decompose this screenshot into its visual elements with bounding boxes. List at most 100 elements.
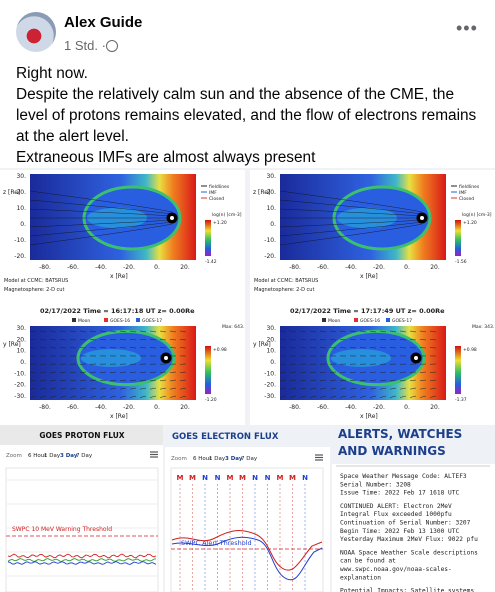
colorbar-max: +0.98 [463, 347, 477, 353]
flow-arrow [299, 339, 307, 341]
flux-line [7, 553, 157, 559]
zoom-button[interactable]: 1 Day [209, 456, 226, 462]
legend-label: fieldlines [209, 184, 230, 190]
flow-arrow [169, 339, 177, 341]
y-tick-label: -10. [264, 237, 276, 244]
title-band [0, 425, 163, 445]
flow-arrow [369, 379, 377, 382]
flow-arrow [139, 395, 147, 398]
model-label: Model at CCMC: BATSRUS [4, 278, 68, 284]
flow-arrow [129, 387, 137, 390]
threshold-label: SWPC 10 MeV Warning Threshold [12, 526, 112, 533]
x-tick-label: -60. [317, 404, 329, 411]
field-line [279, 199, 423, 215]
x-tick-label: 20. [180, 264, 190, 271]
post-time[interactable]: 1 Std. · [64, 38, 106, 53]
flow-arrow [39, 387, 47, 390]
flow-arrow [99, 379, 107, 382]
zoom-button[interactable]: 3 Day [60, 453, 78, 459]
flow-arrow [129, 339, 137, 341]
event-marker: M [177, 474, 184, 482]
y-tick-label: 30. [266, 325, 276, 332]
colorbar [205, 346, 211, 394]
alert-line: Begin Time: 2022 Feb 13 1300 UTC [340, 528, 459, 535]
more-menu[interactable]: ••• [456, 18, 478, 38]
y-tick-label: 30. [266, 173, 276, 180]
flow-arrow [59, 330, 67, 333]
x-tick-label: -40. [95, 264, 107, 271]
flow-arrow [109, 339, 117, 341]
flow-arrow [179, 387, 187, 390]
colorbar-label: log(n) [cm-3] [462, 212, 492, 218]
colorbar-label: log(n) [cm-3] [212, 212, 242, 218]
paragraph: Despite the relatively calm sun and the … [16, 86, 477, 145]
alert-line: can be found at [340, 558, 396, 565]
flow-arrow [69, 395, 77, 398]
flow-arrow [289, 339, 297, 341]
flow-arrow [419, 330, 427, 333]
y-tick-label: -10. [14, 237, 26, 244]
flow-arrow [429, 387, 437, 390]
y-tick-label: 20. [266, 336, 276, 343]
avatar[interactable] [16, 12, 56, 52]
flux-line [7, 561, 157, 565]
zoom-button[interactable]: 7 Day [241, 456, 258, 462]
event-marker: M [289, 474, 296, 482]
title-band [332, 425, 495, 464]
y-tick-label: 10. [16, 348, 26, 355]
zoom-label: Zoom [6, 453, 22, 459]
y-tick-label: 0. [20, 359, 26, 366]
flow-arrow [89, 339, 97, 341]
flow-arrow [179, 395, 187, 398]
y-tick-label: 30. [16, 173, 26, 180]
flow-arrow [429, 339, 437, 341]
author-name[interactable]: Alex Guide [64, 14, 143, 31]
flow-arrow [369, 387, 377, 390]
flow-arrow [379, 379, 387, 382]
threshold-label: SWPC Alert Threshold [181, 539, 252, 547]
y-tick-label: 20. [16, 189, 26, 196]
flow-arrow [329, 387, 337, 390]
legend-label: GOES-17 [392, 318, 412, 324]
y-tick-label: -10. [264, 370, 276, 377]
colorbar-max: +0.98 [213, 347, 227, 353]
flow-arrow [49, 379, 57, 382]
flow-arrow [169, 330, 177, 333]
alert-line: Integral Flux exceeded 1000pfu [340, 511, 452, 518]
flow-arrow [149, 387, 157, 390]
flow-arrow [119, 387, 127, 390]
flow-arrow [299, 371, 307, 373]
flow-arrow [99, 395, 107, 398]
alert-line: CONTINUED ALERT: Electron 2MeV [340, 503, 452, 510]
flow-arrow [359, 371, 367, 373]
y-tick-label: 20. [266, 189, 276, 196]
flux-line [171, 530, 323, 571]
x-tick-label: 20. [180, 404, 190, 411]
y-tick-label: 10. [266, 205, 276, 212]
flow-arrow [399, 339, 407, 341]
flow-arrow [29, 379, 37, 382]
x-tick-label: 0. [404, 404, 410, 411]
zoom-button[interactable]: 1 Day [44, 453, 61, 459]
time-label: 02/17/2022 Time = 16:17:18 UT z= 0.00Re [40, 307, 195, 315]
flow-arrow [129, 395, 137, 398]
zoom-button[interactable]: 6 Hour [28, 453, 47, 459]
flow-arrow [369, 330, 377, 333]
flow-arrow [429, 371, 437, 373]
zoom-button[interactable]: 7 Day [76, 453, 93, 459]
y-tick-label: -10. [14, 370, 26, 377]
field-line [279, 190, 423, 213]
flow-arrow [429, 395, 437, 398]
post-images[interactable]: 30. 20. 10. 0. -10. -20. -80. -60. -40. -20. 0. 20.… [0, 168, 495, 592]
flow-arrow [159, 330, 167, 333]
x-tick-label: -40. [95, 404, 107, 411]
flow-arrow [79, 339, 87, 341]
field-line [29, 219, 173, 228]
y-tick-label: 10. [16, 205, 26, 212]
legend-label: GOES-17 [142, 318, 162, 324]
flow-arrow [389, 395, 397, 398]
zoom-button[interactable]: 6 Hour [193, 456, 212, 462]
flow-arrow [59, 379, 67, 382]
flow-arrow [109, 387, 117, 390]
zoom-button[interactable]: 3 Day [225, 456, 243, 462]
